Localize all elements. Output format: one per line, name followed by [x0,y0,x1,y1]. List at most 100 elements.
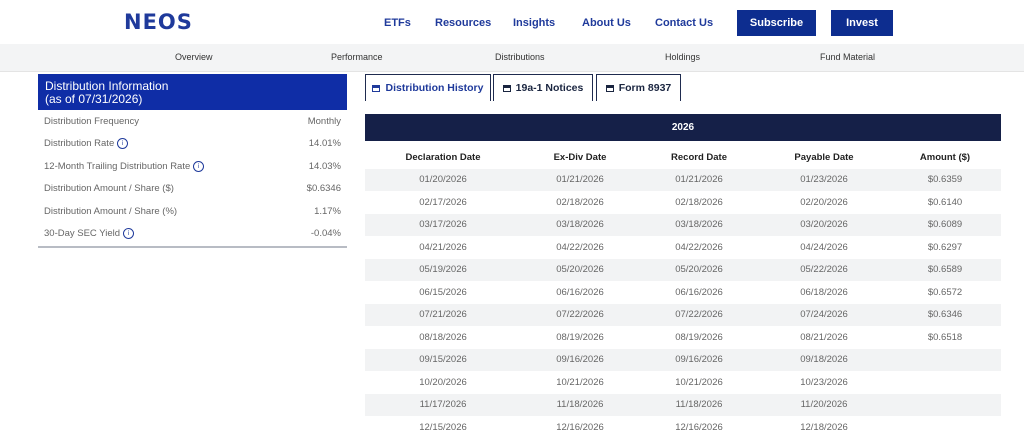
fund-section-nav: Overview Performance Distributions Holdi… [0,44,1024,72]
payable-date-cell: 07/24/2026 [800,309,848,320]
column-header-record-date: Record Date [671,152,727,163]
info-value: 14.03% [308,161,341,172]
info-row-amount-per-share-percent: Distribution Amount / Share (%) 1.17% [38,201,347,223]
column-header-payable-date: Payable Date [794,152,854,163]
info-label: 30-Day SEC Yield [44,228,121,239]
table-row: 06/15/2026 06/16/2026 06/16/2026 06/18/2026… [365,282,1001,304]
nav-link-resources[interactable]: Resources [435,17,492,29]
ex-div-date-cell: 01/21/2026 [556,174,604,185]
top-navigation-bar: NEOS ETFs Resources Insights About Us Co… [0,0,1024,44]
column-header-amount: Amount ($) [919,152,971,163]
declaration-date-cell: 03/17/2026 [419,219,467,230]
ex-div-date-cell: 02/18/2026 [556,196,604,208]
declaration-date-cell: 09/15/2026 [419,354,467,365]
info-value: -0.04% [310,228,341,239]
declaration-date-cell: 01/20/2026 [419,174,467,185]
amount-cell: $0.6140 [927,196,963,208]
payable-date-cell: 12/18/2026 [800,421,848,433]
payable-date-cell: 02/20/2026 [800,196,848,208]
declaration-date-cell: 07/21/2026 [419,309,467,320]
declaration-date-cell: 12/15/2026 [419,421,467,433]
amount-cell: $0.6518 [927,331,963,343]
invest-button[interactable]: Invest [831,10,893,36]
ex-div-date-cell: 08/19/2026 [556,331,604,343]
record-date-cell: 01/21/2026 [675,174,723,185]
tab-label: Distribution History [385,82,484,94]
record-date-cell: 03/18/2026 [675,219,723,230]
declaration-date-cell: 10/20/2026 [419,376,467,388]
payable-date-cell: 01/23/2026 [800,174,848,185]
subnav-performance[interactable]: Performance [331,52,383,62]
info-value: $0.6346 [306,183,341,194]
declaration-date-cell: 02/17/2026 [419,196,467,208]
tab-19a-1-notices[interactable]: 19a-1 Notices [493,74,593,101]
subnav-holdings[interactable]: Holdings [665,52,701,62]
table-row: 07/21/2026 07/22/2026 07/22/2026 07/24/2026… [365,304,1001,326]
tab-distribution-history[interactable]: Distribution History [365,74,491,101]
nav-link-insights[interactable]: Insights [513,17,556,29]
info-icon[interactable]: i [117,138,129,149]
subnav-fund-material[interactable]: Fund Material [820,52,876,62]
table-row: 08/18/2026 08/19/2026 08/19/2026 08/21/2026… [365,327,1001,349]
info-label: Distribution Amount / Share ($) [44,183,174,194]
table-row: 03/17/2026 03/18/2026 03/18/2026 03/20/2026… [365,214,1001,236]
info-row-amount-per-share-dollars: Distribution Amount / Share ($) $0.6346 [38,178,347,200]
record-date-cell: 06/16/2026 [675,286,723,298]
calendar-icon [502,84,511,92]
info-label: Distribution Amount / Share (%) [44,206,178,217]
record-date-cell: 12/16/2026 [675,421,723,433]
declaration-date-cell: 05/19/2026 [419,264,467,275]
payable-date-cell: 11/20/2026 [800,399,848,410]
ex-div-date-cell: 09/16/2026 [556,354,604,365]
info-row-30-day-sec-yield: 30-Day SEC Yield i -0.04% [38,223,347,245]
record-date-cell: 09/16/2026 [675,354,723,365]
table-row: 02/17/2026 02/18/2026 02/18/2026 02/20/2026… [365,192,1001,214]
table-row: 10/20/2026 10/21/2026 10/21/2026 10/23/2026 [365,372,1001,394]
ex-div-date-cell: 11/18/2026 [556,399,604,410]
distribution-info-title: Distribution Information [45,79,169,93]
record-date-cell: 02/18/2026 [675,196,723,208]
ex-div-date-cell: 07/22/2026 [556,309,604,320]
record-date-cell: 04/22/2026 [675,241,723,253]
info-icon[interactable]: i [193,161,205,172]
neos-logo[interactable]: NEOS [124,10,193,34]
ex-div-date-cell: 04/22/2026 [556,241,604,253]
nav-link-about-us[interactable]: About Us [582,17,631,29]
amount-cell: $0.6572 [927,286,963,298]
info-row-12-month-trailing-rate: 12-Month Trailing Distribution Rate i 14.… [38,156,347,178]
subscribe-button[interactable]: Subscribe [737,10,816,36]
ex-div-date-cell: 03/18/2026 [556,219,604,230]
payable-date-cell: 09/18/2026 [800,354,848,365]
info-row-distribution-frequency: Distribution Frequency Monthly [38,111,347,133]
column-header-ex-div-date: Ex-Div Date [553,152,607,163]
nav-link-contact-us[interactable]: Contact Us [655,17,714,29]
subnav-distributions[interactable]: Distributions [495,52,545,62]
calendar-icon [605,84,614,92]
info-row-distribution-rate: Distribution Rate i 14.01% [38,133,347,155]
ex-div-date-cell: 06/16/2026 [556,286,604,298]
subnav-overview[interactable]: Overview [175,52,213,62]
table-row: 09/15/2026 09/16/2026 09/16/2026 09/18/2026 [365,349,1001,371]
info-label: Distribution Rate [44,138,115,149]
info-value: Monthly [307,116,341,127]
info-value: 14.01% [308,138,341,149]
ex-div-date-cell: 05/20/2026 [556,264,604,275]
distribution-info-date: (as of 07/31/2026) [45,92,143,106]
amount-cell: $0.6589 [927,264,963,275]
table-row: 05/19/2026 05/20/2026 05/20/2026 05/22/2026… [365,259,1001,281]
amount-cell: $0.6346 [927,309,963,320]
payable-date-cell: 10/23/2026 [800,376,848,388]
record-date-cell: 10/21/2026 [675,376,723,388]
info-icon[interactable]: i [123,228,135,239]
amount-cell: $0.6297 [927,241,963,253]
amount-cell: $0.6359 [927,174,963,185]
nav-link-etfs[interactable]: ETFs [384,17,411,29]
calendar-icon [372,84,381,92]
declaration-date-cell: 06/15/2026 [419,286,467,298]
declaration-date-cell: 08/18/2026 [419,331,467,343]
record-date-cell: 11/18/2026 [675,399,723,410]
info-label: Distribution Frequency [44,116,140,127]
tab-form-8937[interactable]: Form 8937 [596,74,681,101]
record-date-cell: 05/20/2026 [675,264,723,275]
table-row: 12/15/2026 12/16/2026 12/16/2026 12/18/2026 [365,417,1001,439]
